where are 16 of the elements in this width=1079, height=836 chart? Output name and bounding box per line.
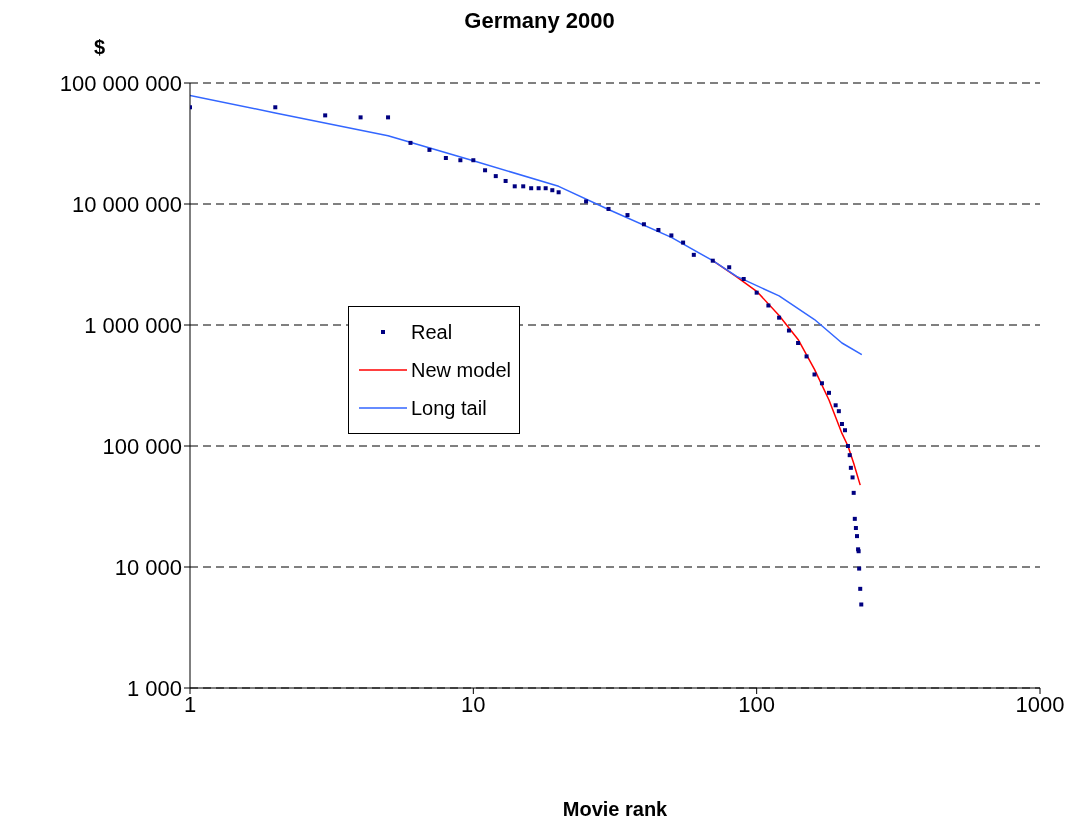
y-tick-label: 1 000	[126, 675, 182, 701]
legend-label: New model	[411, 358, 512, 382]
legend-label: Real	[411, 320, 453, 344]
legend-label: Long tail	[411, 396, 487, 420]
x-tick-label: 1000	[1015, 691, 1065, 717]
y-tick-label: 100 000 000	[59, 70, 182, 96]
y-tick-label: 100 000	[102, 433, 182, 459]
x-axis-title: Movie rank	[561, 798, 669, 821]
x-tick-label: 10	[461, 691, 486, 717]
x-tick-label: 100	[738, 691, 776, 717]
y-tick-label: 1 000 000	[84, 312, 182, 338]
y-axis-title: $	[94, 36, 106, 59]
x-tick-label: 1	[183, 691, 197, 717]
chart-title: Germany 2000	[463, 8, 616, 34]
y-tick-label: 10 000 000	[71, 191, 182, 217]
y-tick-label: 10 000	[114, 554, 182, 580]
